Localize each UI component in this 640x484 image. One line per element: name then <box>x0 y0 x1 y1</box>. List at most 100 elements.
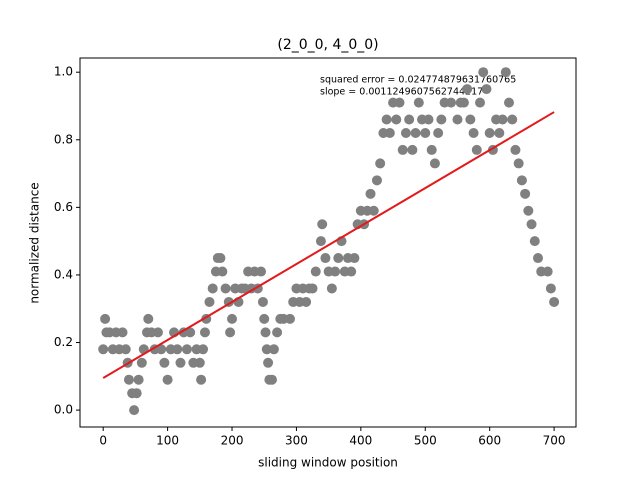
point <box>384 128 395 139</box>
point <box>484 128 495 139</box>
point <box>404 114 415 125</box>
point <box>513 158 524 169</box>
point <box>263 357 274 368</box>
point <box>397 144 408 155</box>
point <box>260 327 271 338</box>
point <box>520 188 531 199</box>
x-axis-label: sliding window position <box>258 456 398 470</box>
point <box>407 144 418 155</box>
point <box>471 144 482 155</box>
point <box>261 344 272 355</box>
point <box>468 128 479 139</box>
x-tick-label: 300 <box>285 434 308 448</box>
point <box>410 128 421 139</box>
y-tick-label: 0.8 <box>54 132 73 146</box>
point <box>542 266 553 277</box>
point <box>526 219 537 230</box>
point <box>545 283 556 294</box>
point <box>381 114 392 125</box>
x-tick-label: 700 <box>543 434 566 448</box>
point <box>284 313 295 324</box>
y-axis-label: normalized distance <box>28 182 42 303</box>
point <box>100 313 111 324</box>
point <box>507 114 518 125</box>
point <box>198 344 209 355</box>
point <box>465 114 476 125</box>
point <box>215 253 226 264</box>
point <box>500 67 511 78</box>
point <box>117 327 128 338</box>
point <box>156 344 167 355</box>
point <box>375 158 386 169</box>
point <box>452 114 463 125</box>
point <box>523 205 534 216</box>
point <box>426 144 437 155</box>
point <box>175 357 186 368</box>
point <box>194 357 205 368</box>
y-tick-label: 0.4 <box>54 267 73 281</box>
point <box>256 266 267 277</box>
plot-frame <box>79 57 577 428</box>
point <box>181 344 192 355</box>
point <box>478 67 489 78</box>
x-tick-label: 200 <box>221 434 244 448</box>
point <box>207 283 218 294</box>
point <box>259 313 270 324</box>
point <box>481 84 492 95</box>
point <box>172 344 183 355</box>
point <box>475 97 486 108</box>
point <box>136 357 147 368</box>
point <box>217 266 228 277</box>
fit-line <box>102 111 555 379</box>
point <box>225 327 236 338</box>
y-tick-label: 0.0 <box>54 403 73 417</box>
x-tick-label: 100 <box>156 434 179 448</box>
point <box>494 128 505 139</box>
point <box>429 158 440 169</box>
point <box>371 175 382 186</box>
point <box>120 344 131 355</box>
point <box>394 97 405 108</box>
point <box>317 219 328 230</box>
point <box>257 296 268 307</box>
x-tick-label: 500 <box>414 434 437 448</box>
y-tick-label: 1.0 <box>54 65 73 79</box>
point <box>129 405 140 416</box>
point <box>204 296 215 307</box>
y-tick-label: 0.2 <box>54 335 73 349</box>
x-tick-label: 600 <box>478 434 501 448</box>
point <box>227 313 238 324</box>
point <box>143 313 154 324</box>
point <box>268 344 279 355</box>
point <box>185 327 196 338</box>
point <box>413 97 424 108</box>
point <box>159 357 170 368</box>
point <box>123 374 134 385</box>
point <box>400 128 411 139</box>
y-tick-label: 0.6 <box>54 200 73 214</box>
point <box>504 97 515 108</box>
point <box>497 114 508 125</box>
point <box>152 327 163 338</box>
point <box>133 374 144 385</box>
point <box>423 114 434 125</box>
chart-title: (2_0_0, 4_0_0) <box>277 37 378 53</box>
point <box>365 188 376 199</box>
point <box>199 327 210 338</box>
point <box>529 236 540 247</box>
point <box>549 296 560 307</box>
point <box>516 175 527 186</box>
point <box>301 296 312 307</box>
point <box>368 205 379 216</box>
point <box>458 97 469 108</box>
annotation: squared error = 0.024774879631760765 <box>320 75 516 86</box>
point <box>330 266 341 277</box>
point <box>436 114 447 125</box>
point <box>462 84 473 95</box>
point <box>320 253 331 264</box>
point <box>196 374 207 385</box>
point <box>349 253 360 264</box>
point <box>510 144 521 155</box>
point <box>266 374 277 385</box>
